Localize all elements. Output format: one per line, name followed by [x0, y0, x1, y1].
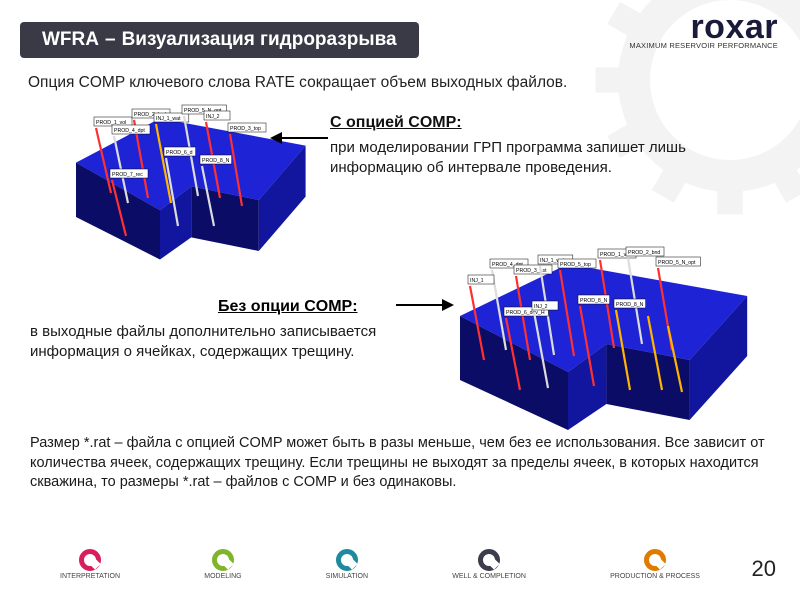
title-sep: –: [105, 29, 116, 51]
footer-item: INTERPRETATION: [60, 549, 120, 580]
footer-item: WELL & COMPLETION: [452, 549, 526, 580]
footer-label: PRODUCTION & PROCESS: [610, 573, 700, 580]
svg-text:PROD_8_N: PROD_8_N: [616, 302, 644, 308]
footer-label: SIMULATION: [326, 573, 368, 580]
svg-text:PROD_1_vol: PROD_1_vol: [600, 252, 630, 258]
footer-item: SIMULATION: [326, 549, 368, 580]
arrow-left-icon: [270, 128, 330, 148]
page-number: 20: [752, 556, 776, 582]
svg-text:PROD_6_d: PROD_6_d: [166, 150, 193, 156]
svg-text:PROD_2_bnd: PROD_2_bnd: [628, 250, 660, 256]
footer-label: WELL & COMPLETION: [452, 573, 526, 580]
title-main: Визуализация гидроразрыва: [122, 29, 397, 51]
footer-label: INTERPRETATION: [60, 573, 120, 580]
section-with-title: С опцией COMP:: [330, 114, 780, 132]
footer-label: MODELING: [204, 573, 241, 580]
title-bar: WFRA – Визуализация гидроразрыва: [20, 22, 419, 58]
model-without-comp: PROD_4_dptINJ_1PROD_3_1stINJ_1_watPROD_5…: [440, 240, 760, 440]
intro-text: Опция COMP ключевого слова RATE сокращае…: [28, 74, 768, 92]
svg-text:PROD_4_dpt: PROD_4_dpt: [114, 128, 145, 134]
svg-text:INJ_2: INJ_2: [206, 114, 220, 120]
brand-logo: roxar MAXIMUM RESERVOIR PERFORMANCE: [629, 12, 778, 50]
section-with-comp: С опцией COMP: при моделировании ГРП про…: [330, 114, 780, 179]
svg-text:PROD_3_top: PROD_3_top: [230, 126, 261, 132]
footnote-text: Размер *.rat – файла с опцией COMP может…: [30, 434, 770, 493]
svg-text:PROD_5_N_opt: PROD_5_N_opt: [658, 260, 696, 266]
svg-text:PROD_5_top: PROD_5_top: [560, 262, 591, 268]
svg-text:PROD_8_N: PROD_8_N: [202, 158, 230, 164]
footer-item: PRODUCTION & PROCESS: [610, 549, 700, 580]
logo-text: roxar: [629, 12, 778, 43]
section-without-title: Без опции COMP:: [218, 298, 358, 316]
model-with-comp: PROD_1_volPROD_2_bndPROD_4_dptINJ_1_watP…: [56, 98, 316, 268]
footer-item: MODELING: [204, 549, 241, 580]
svg-text:PROD_7_rec: PROD_7_rec: [112, 172, 143, 178]
svg-text:INJ_1: INJ_1: [470, 278, 484, 284]
section-with-body: при моделировании ГРП программа запишет …: [330, 138, 780, 179]
svg-text:PROD_3_1st: PROD_3_1st: [516, 268, 547, 274]
svg-text:INJ_1_wat: INJ_1_wat: [156, 116, 181, 122]
svg-text:INJ_2: INJ_2: [534, 304, 548, 310]
svg-text:PROD_8_N: PROD_8_N: [580, 298, 608, 304]
arrow-right-icon: [394, 295, 454, 315]
svg-text:PROD_6_dev_H: PROD_6_dev_H: [506, 310, 545, 316]
footer-nav: INTERPRETATION MODELING SIMULATION WELL & C…: [60, 549, 700, 580]
title-prefix: WFRA: [42, 29, 99, 51]
logo-tagline: MAXIMUM RESERVOIR PERFORMANCE: [629, 41, 778, 50]
section-without-body: в выходные файлы дополнительно записывае…: [30, 322, 400, 363]
